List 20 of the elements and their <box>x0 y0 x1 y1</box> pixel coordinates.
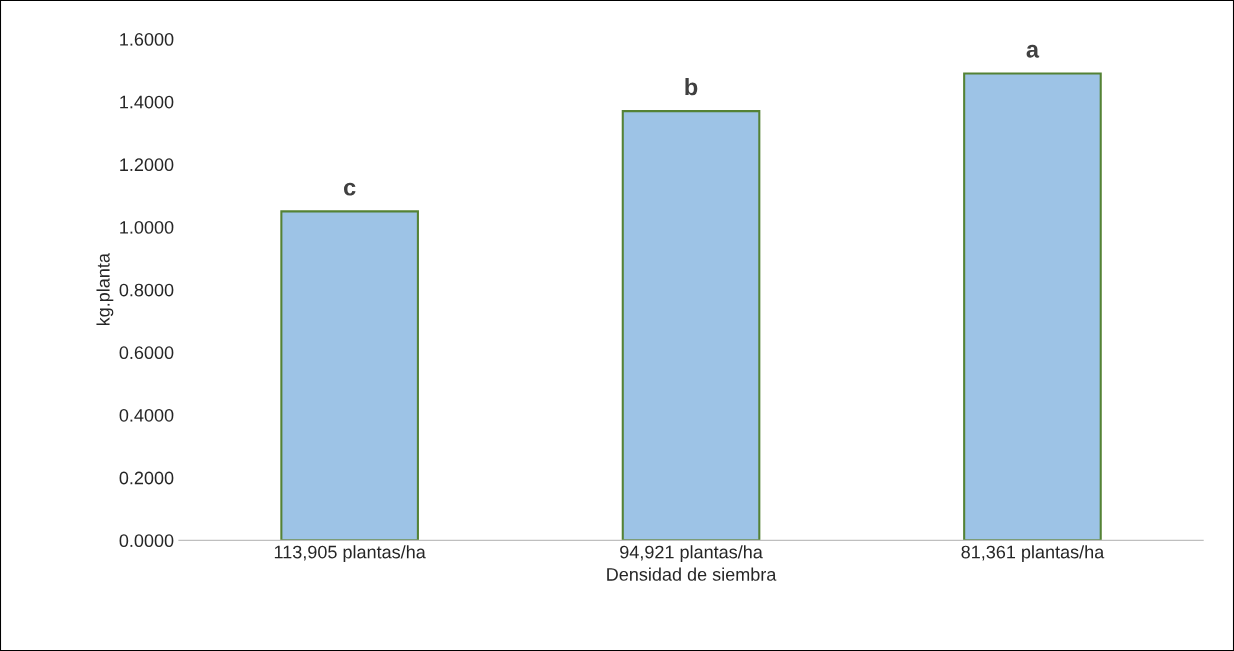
y-tick-label: 1.0000 <box>120 220 174 234</box>
y-tick-label: 1.4000 <box>120 95 174 109</box>
x-axis-title: Densidad de siembra <box>607 567 777 581</box>
y-tick-label: 0.2000 <box>119 471 174 485</box>
bar <box>963 72 1102 541</box>
annotation: c <box>343 182 356 196</box>
y-tick-label: 0.8000 <box>119 283 174 297</box>
y-tick-label: 0.4000 <box>119 408 174 422</box>
y-tick-label: 1.2000 <box>120 158 174 172</box>
y-tick-label: 0.0000 <box>119 534 174 548</box>
y-tick-label: 1.6000 <box>120 32 174 46</box>
x-tick-label: 94,921 plantas/ha <box>620 545 763 563</box>
bar <box>280 210 419 541</box>
annotation: b <box>685 78 698 96</box>
bar <box>621 110 761 541</box>
y-tick-label: 0.6000 <box>119 346 174 360</box>
annotation: a <box>1026 44 1040 58</box>
x-tick-label: 81,361 plantas/ha <box>961 545 1105 563</box>
x-tick-label: 113,905 plantas/ha <box>274 545 426 563</box>
y-axis-title: kg.planta <box>96 253 114 326</box>
